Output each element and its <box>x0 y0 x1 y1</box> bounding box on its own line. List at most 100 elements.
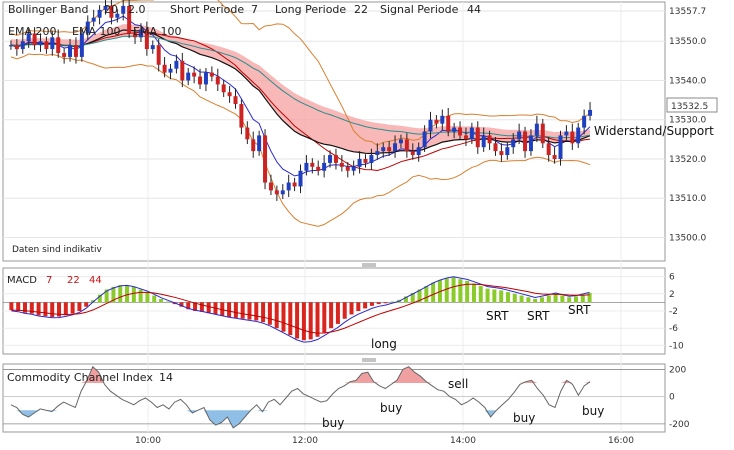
candle-body <box>156 45 161 65</box>
cci-label-buy-3: buy <box>513 411 535 425</box>
macd-histogram-bar <box>97 294 102 303</box>
macd-histogram-bar <box>465 280 470 303</box>
candle-body <box>115 13 120 18</box>
candle-body <box>493 143 498 152</box>
macd-histogram-bar <box>315 302 320 337</box>
macd-y-tick-label: 6 <box>669 273 675 283</box>
macd-histogram-bar <box>43 302 48 317</box>
macd-histogram-bar <box>587 292 592 303</box>
candle-body <box>50 37 55 50</box>
candle-body <box>298 170 303 187</box>
cci-label-sell: sell <box>448 377 468 391</box>
candle-body <box>440 115 445 124</box>
candle-body <box>268 182 273 191</box>
macd-histogram-bar <box>519 295 524 303</box>
cci-y-tick-label: -200 <box>669 420 690 430</box>
candle-body <box>103 5 108 10</box>
candle-body <box>138 29 143 38</box>
macd-histogram-bar <box>451 277 456 303</box>
macd-histogram-bar <box>23 302 28 313</box>
cci-splitter-handle[interactable] <box>362 358 376 362</box>
candle-body <box>375 151 380 156</box>
candle-body <box>363 158 368 163</box>
macd-histogram-bar <box>329 302 334 329</box>
candle-body <box>280 190 285 195</box>
macd-histogram-bar <box>403 296 408 303</box>
legend-bollinger-period: 20 <box>104 3 118 16</box>
macd-label-srt-2: SRT <box>527 309 550 323</box>
candle-body <box>127 5 132 34</box>
candle-body <box>68 45 73 57</box>
candle-body <box>434 119 439 124</box>
macd-signal-line <box>11 283 590 334</box>
last-price-value: 13532.5 <box>671 102 708 112</box>
macd-histogram-bar <box>261 302 266 323</box>
bollinger-middle-line <box>10 31 591 172</box>
candle-body <box>221 84 226 93</box>
macd-histogram-bar <box>193 302 198 311</box>
candle-body <box>251 139 256 152</box>
macd-histogram-bar <box>560 295 565 303</box>
candle-body <box>564 131 569 136</box>
candle-body <box>310 162 315 167</box>
candle-body <box>26 33 31 42</box>
macd-histogram-bar <box>376 302 381 305</box>
macd-histogram-bar <box>369 302 374 306</box>
cci-title: Commodity Channel Index <box>7 371 153 384</box>
macd-splitter-handle[interactable] <box>362 263 376 267</box>
cci-label-buy-4: buy <box>582 404 604 418</box>
candle-body <box>517 131 522 140</box>
legend-ema-100-b: EMA 100 <box>133 25 181 38</box>
axes: 13557.7 13550.0 13540.0 13530.0 13520.0 13510… <box>135 7 706 446</box>
candle-body <box>292 182 297 187</box>
macd-param-signal: 44 <box>89 275 102 286</box>
macd-histogram-bar <box>505 292 510 303</box>
candle-body <box>328 155 333 163</box>
macd-histogram-bar <box>424 286 429 303</box>
legend-ema-100-a: EMA 100 <box>72 25 120 38</box>
macd-y-tick-label: 2 <box>669 290 675 300</box>
candle-body <box>168 68 173 73</box>
candle-body <box>245 127 250 140</box>
cci-label-buy-2: buy <box>380 401 402 415</box>
macd-histogram-bar <box>104 289 109 303</box>
macd-histogram-bar <box>295 302 300 339</box>
macd-y-tick-label: -6 <box>669 324 678 334</box>
macd-histogram-bar <box>50 302 55 318</box>
macd-y-tick-label: -2 <box>669 307 678 317</box>
bollinger-lower-line <box>10 53 591 227</box>
macd-histogram-bar <box>417 289 422 303</box>
legend-bollinger-dev: 2.0 <box>128 3 146 16</box>
candle-body <box>174 60 179 69</box>
candle-body <box>446 115 451 132</box>
candle-body <box>416 147 421 156</box>
candle-body <box>233 96 238 105</box>
price-legend: Bollinger Band 20 2.0 Short Periode 7 Lo… <box>8 3 481 38</box>
candle-body <box>44 41 49 50</box>
macd-histogram-bar <box>492 289 497 303</box>
cci-line <box>10 365 591 429</box>
candle-body <box>209 72 214 77</box>
macd-title: MACD <box>7 275 37 286</box>
macd-histogram-bar <box>478 286 483 303</box>
indicative-note: Daten sind indikativ <box>12 245 103 255</box>
macd-histogram-bar <box>342 302 347 319</box>
cci-y-tick-label: 200 <box>669 365 686 375</box>
cci-period: 14 <box>159 371 173 384</box>
candle-body <box>357 158 362 167</box>
macd-histogram-bar <box>580 294 585 303</box>
cci-label-buy-1: buy <box>322 416 344 430</box>
macd-histogram-bar <box>444 278 449 303</box>
candle-body <box>393 143 398 152</box>
candle-body <box>552 155 557 159</box>
price-y-tick-label: 13520.0 <box>669 155 706 165</box>
macd-histogram-bar <box>288 302 293 336</box>
candle-body <box>458 127 463 136</box>
ema-slow-line <box>10 29 591 155</box>
candle-body <box>38 41 43 46</box>
candle-body <box>274 190 279 195</box>
candle-body <box>162 64 167 73</box>
candle-body <box>186 72 191 81</box>
candle-body <box>198 76 203 85</box>
macd-histogram-bar <box>63 302 68 316</box>
